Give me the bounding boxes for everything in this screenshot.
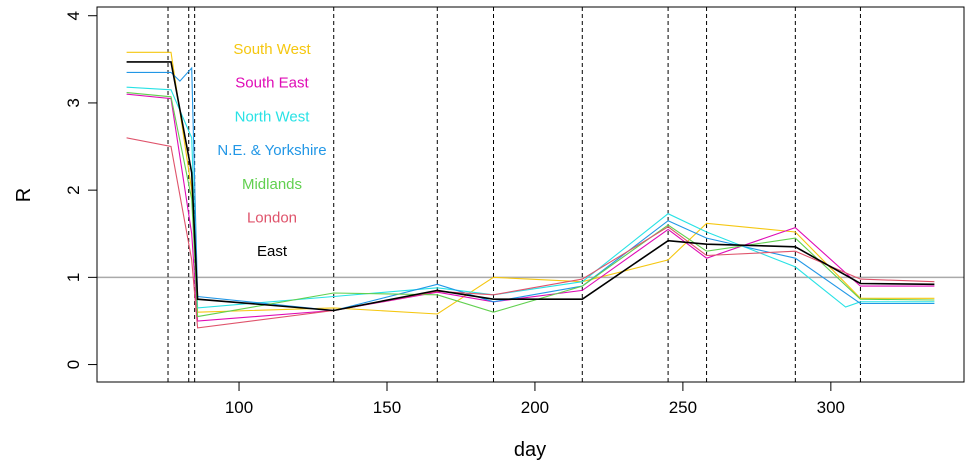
series-line-north-west xyxy=(126,86,935,309)
legend: South West South East North West N.E. & Yor… xyxy=(217,41,326,260)
x-tick-label: 250 xyxy=(669,398,697,417)
y-axis: 0 1 2 3 4 xyxy=(64,11,97,369)
x-tick-label: 100 xyxy=(225,398,253,417)
y-tick-label: 3 xyxy=(64,98,83,107)
series-line-south-east xyxy=(126,93,935,322)
y-tick-label: 2 xyxy=(64,185,83,194)
x-tick-label: 200 xyxy=(521,398,549,417)
y-tick-label: 0 xyxy=(64,360,83,369)
x-tick-label: 150 xyxy=(373,398,401,417)
x-axis: 100 150 200 250 300 xyxy=(225,382,845,417)
y-tick-label: 4 xyxy=(64,11,83,20)
legend-entry: South West xyxy=(233,41,311,58)
legend-entry: N.E. & Yorkshire xyxy=(217,142,326,159)
plot-frame xyxy=(96,6,965,383)
y-tick-label: 1 xyxy=(64,273,83,282)
legend-entry: South East xyxy=(235,75,309,92)
series-line-east xyxy=(126,61,935,312)
legend-entry: London xyxy=(247,210,297,227)
series-line-london xyxy=(126,137,935,329)
x-tick-label: 300 xyxy=(817,398,845,417)
legend-entry: Midlands xyxy=(242,176,302,193)
y-axis-title: R xyxy=(13,188,35,202)
series-line-midlands xyxy=(126,91,935,318)
legend-entry: East xyxy=(257,243,288,260)
x-axis-title: day xyxy=(514,439,546,461)
series-line-south-west xyxy=(126,51,935,315)
legend-entry: North West xyxy=(235,108,311,125)
